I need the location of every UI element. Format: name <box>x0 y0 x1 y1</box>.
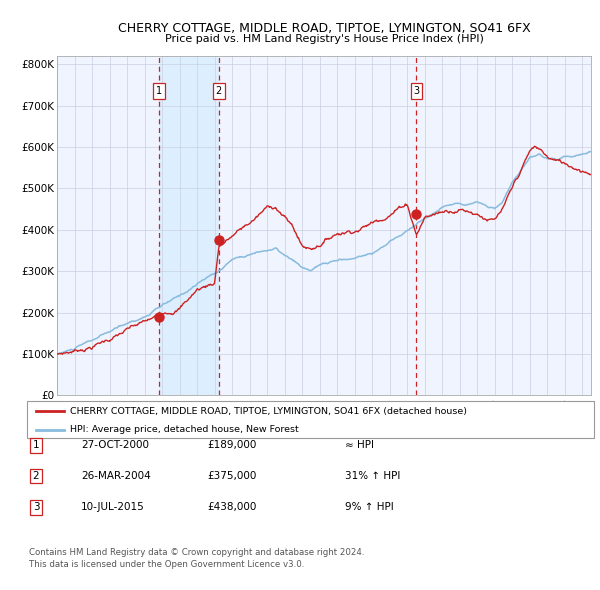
Text: CHERRY COTTAGE, MIDDLE ROAD, TIPTOE, LYMINGTON, SO41 6FX (detached house): CHERRY COTTAGE, MIDDLE ROAD, TIPTOE, LYM… <box>70 407 467 416</box>
Text: 26-MAR-2004: 26-MAR-2004 <box>81 471 151 481</box>
Bar <box>159 56 219 395</box>
Text: 3: 3 <box>413 86 419 96</box>
Text: £189,000: £189,000 <box>207 441 256 450</box>
Text: £375,000: £375,000 <box>207 471 256 481</box>
Text: 27-OCT-2000: 27-OCT-2000 <box>81 441 149 450</box>
Text: £438,000: £438,000 <box>207 503 256 512</box>
Text: This data is licensed under the Open Government Licence v3.0.: This data is licensed under the Open Gov… <box>29 560 304 569</box>
Text: 1: 1 <box>32 441 40 450</box>
Text: HPI: Average price, detached house, New Forest: HPI: Average price, detached house, New … <box>70 425 298 434</box>
Text: ≈ HPI: ≈ HPI <box>345 441 374 450</box>
Text: 3: 3 <box>32 503 40 512</box>
Text: 31% ↑ HPI: 31% ↑ HPI <box>345 471 400 481</box>
Text: Contains HM Land Registry data © Crown copyright and database right 2024.: Contains HM Land Registry data © Crown c… <box>29 548 364 557</box>
Text: CHERRY COTTAGE, MIDDLE ROAD, TIPTOE, LYMINGTON, SO41 6FX: CHERRY COTTAGE, MIDDLE ROAD, TIPTOE, LYM… <box>118 22 530 35</box>
Text: 2: 2 <box>32 471 40 481</box>
Text: 2: 2 <box>215 86 222 96</box>
Text: 10-JUL-2015: 10-JUL-2015 <box>81 503 145 512</box>
Text: 9% ↑ HPI: 9% ↑ HPI <box>345 503 394 512</box>
Text: Price paid vs. HM Land Registry's House Price Index (HPI): Price paid vs. HM Land Registry's House … <box>164 34 484 44</box>
Text: 1: 1 <box>156 86 162 96</box>
